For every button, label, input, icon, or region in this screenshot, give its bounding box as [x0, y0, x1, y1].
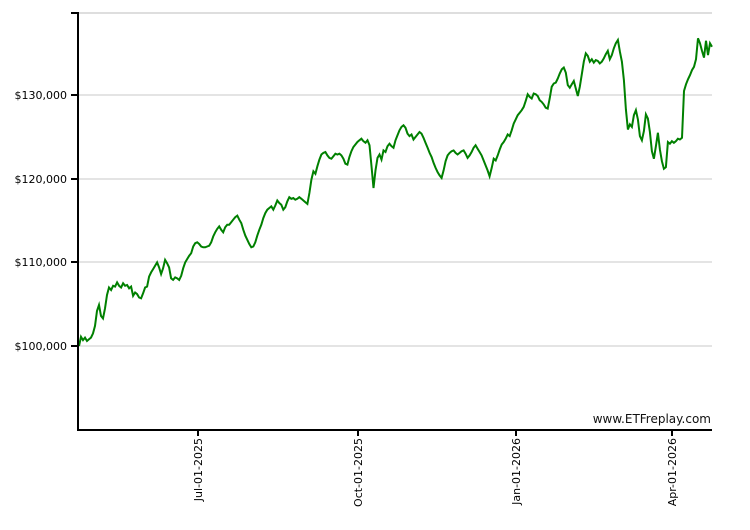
y-tick-label: $130,000: [15, 89, 68, 102]
x-axis-labels: Jul-01-2025 Oct-01-2025 Jan-01-2026 Apr-01-…: [192, 438, 679, 507]
y-tick-label: $100,000: [15, 340, 68, 353]
x-tick-label: Jul-01-2025: [192, 438, 205, 502]
gridlines: [79, 12, 712, 347]
x-tick-label: Oct-01-2025: [352, 438, 365, 507]
x-tick-label: Apr-01-2026: [666, 438, 679, 506]
y-tick-label: $120,000: [15, 173, 68, 186]
axes: [71, 12, 712, 436]
x-tick-label: Jan-01-2026: [510, 438, 523, 506]
watermark-text: www.ETFreplay.com: [593, 412, 711, 426]
series: [78, 37, 713, 347]
y-tick-label: $110,000: [15, 256, 68, 269]
y-axis-labels: $130,000 $120,000 $110,000 $100,000: [15, 89, 68, 353]
series-line-portfolio-growth: [78, 37, 713, 347]
